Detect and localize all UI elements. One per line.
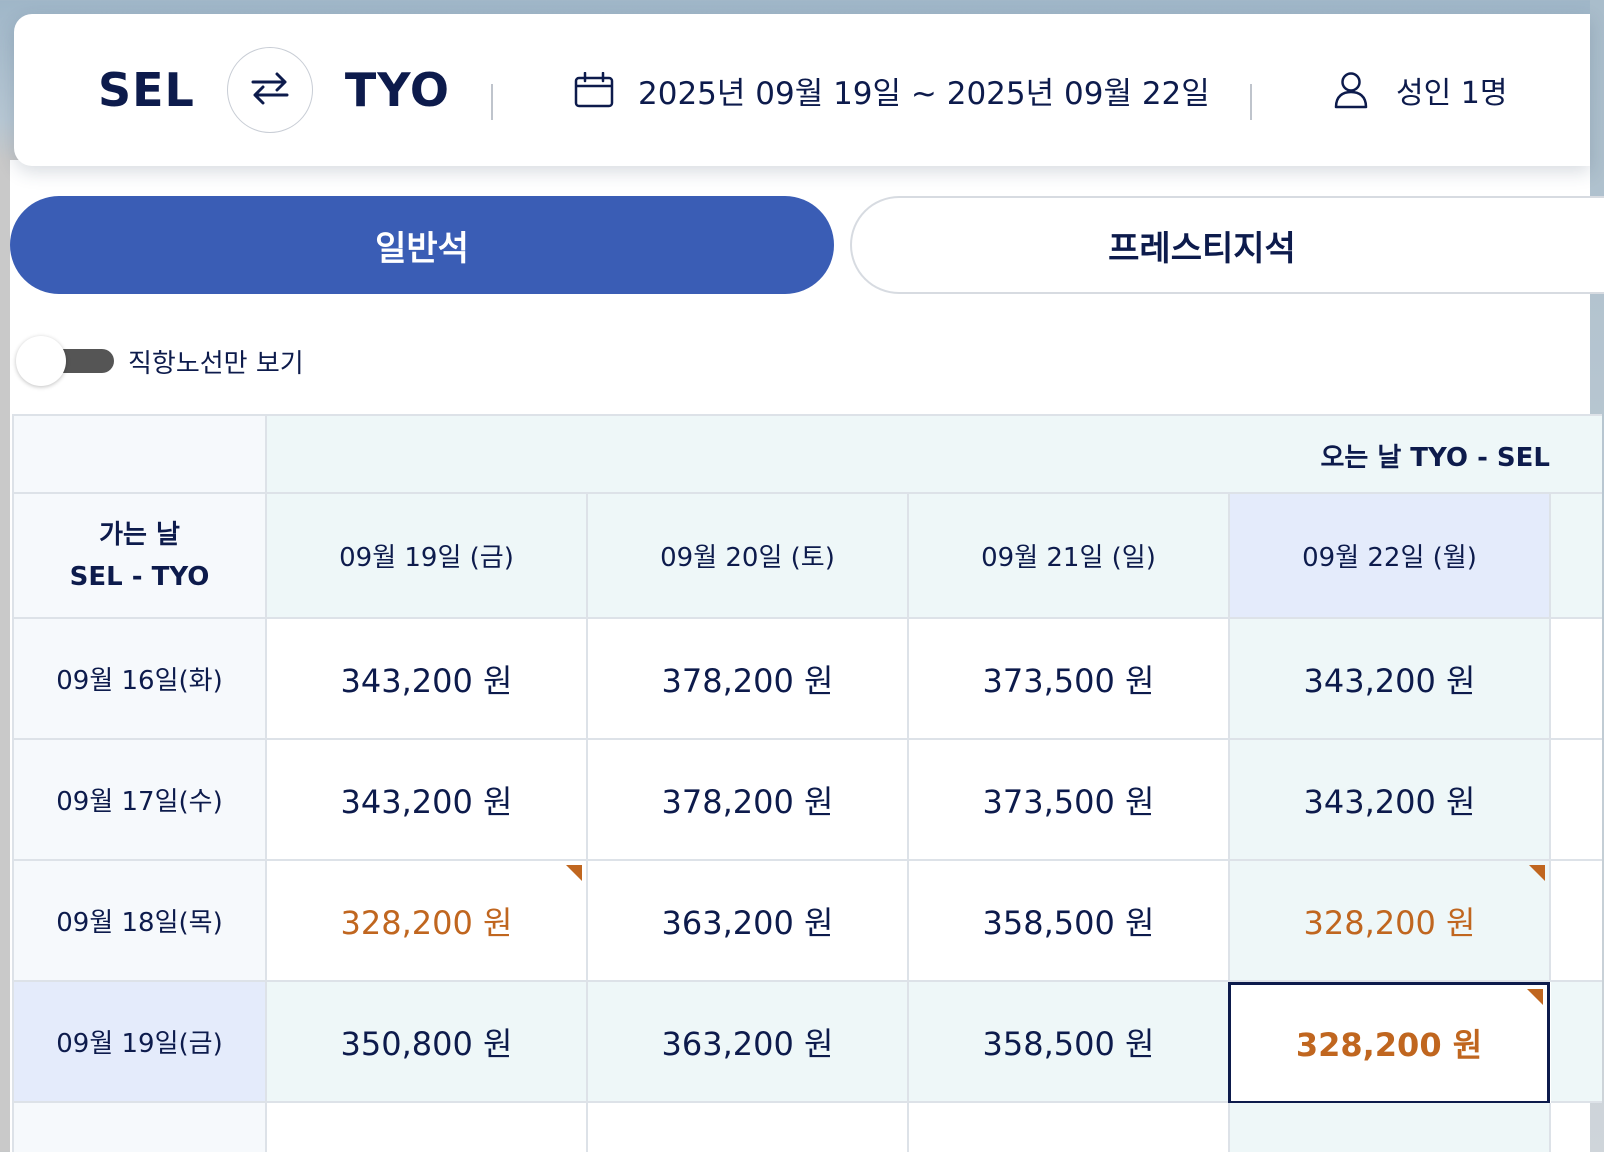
fare-price: 350,800 원 xyxy=(340,1024,513,1063)
fare-price: 378,200 원 xyxy=(661,661,834,700)
search-summary-bar[interactable]: SEL TYO 2025년 09월 19일 ~ 2025년 09월 22일 xyxy=(14,14,1590,166)
return-date-label: 09월 20일 (토) xyxy=(660,543,835,573)
fare-cell[interactable] xyxy=(909,1103,1230,1152)
fare-price: 343,200 원 xyxy=(340,782,513,821)
grid-edge xyxy=(1551,494,1602,619)
tab-economy[interactable]: 일반석 xyxy=(10,196,834,294)
grid-edge xyxy=(1551,619,1602,740)
fare-cell[interactable]: 363,200 원 xyxy=(588,861,909,982)
grid-edge xyxy=(1551,982,1602,1103)
fare-price: 358,500 원 xyxy=(982,903,1155,942)
depart-date-label: 09월 19일(금) xyxy=(56,1029,223,1059)
swap-arrows-icon xyxy=(249,71,291,109)
tab-prestige-label: 프레스티지석 xyxy=(1108,228,1296,269)
grid-corner xyxy=(12,414,267,494)
fare-price: 363,200 원 xyxy=(661,903,834,942)
fare-cell-lowest[interactable]: 328,200 원 xyxy=(267,861,588,982)
depart-title: 가는 날 xyxy=(99,519,180,550)
fare-price: 343,200 원 xyxy=(1303,661,1476,700)
fare-cell[interactable]: 378,200 원 xyxy=(588,740,909,861)
fare-price: 373,500 원 xyxy=(982,782,1155,821)
date-selector[interactable]: 2025년 09월 19일 ~ 2025년 09월 22일 xyxy=(574,14,1210,166)
depart-route: SEL - TYO xyxy=(69,561,210,592)
depart-date-header xyxy=(12,1103,267,1152)
return-date-label: 09월 19일 (금) xyxy=(339,543,514,573)
fare-cell[interactable]: 358,500 원 xyxy=(909,861,1230,982)
divider xyxy=(1250,84,1252,120)
fare-price: 363,200 원 xyxy=(661,1024,834,1063)
fare-cell[interactable]: 373,500 원 xyxy=(909,740,1230,861)
fare-cell[interactable]: 363,200 원 xyxy=(588,982,909,1103)
passenger-selector[interactable]: 성인 1명 xyxy=(1334,14,1507,166)
swap-button[interactable] xyxy=(226,47,313,133)
calendar-icon xyxy=(574,72,614,108)
fare-cell[interactable]: 343,200 원 xyxy=(1230,619,1551,740)
person-icon xyxy=(1334,71,1368,109)
tab-prestige[interactable]: 프레스티지석 xyxy=(850,196,1604,294)
return-date-header: 09월 19일 (금) xyxy=(267,494,588,619)
fare-cell[interactable]: 343,200 원 xyxy=(267,740,588,861)
return-title: 오는 날 TYO - SEL xyxy=(1320,442,1550,473)
corner-flag-icon xyxy=(1529,865,1545,881)
fare-price: 328,200 원 xyxy=(1303,903,1476,942)
direct-only-label: 직항노선만 보기 xyxy=(128,348,304,379)
return-date-header: 09월 20일 (토) xyxy=(588,494,909,619)
grid-edge xyxy=(1551,861,1602,982)
return-date-label: 09월 21일 (일) xyxy=(981,543,1156,573)
depart-date-header-selected: 09월 19일(금) xyxy=(12,982,267,1103)
divider xyxy=(491,84,493,120)
grid-edge xyxy=(1551,740,1602,861)
fare-calendar-grid: 오는 날 TYO - SEL 가는 날 SEL - TYO 09월 19일 (금… xyxy=(12,414,1602,1152)
fare-cell[interactable]: 343,200 원 xyxy=(1230,740,1551,861)
depart-date-label: 09월 18일(목) xyxy=(56,908,223,938)
fare-cell[interactable]: 350,800 원 xyxy=(267,982,588,1103)
depart-date-label: 09월 17일(수) xyxy=(56,787,223,817)
return-date-header: 09월 21일 (일) xyxy=(909,494,1230,619)
fare-cell[interactable] xyxy=(267,1103,588,1152)
return-date-label: 09월 22일 (월) xyxy=(1302,543,1477,573)
tab-economy-label: 일반석 xyxy=(375,228,469,269)
direct-only-filter[interactable]: 직항노선만 보기 xyxy=(16,336,304,386)
return-header: 오는 날 TYO - SEL xyxy=(267,414,1602,494)
fare-price: 343,200 원 xyxy=(1303,782,1476,821)
corner-flag-icon xyxy=(566,865,582,881)
travel-dates: 2025년 09월 19일 ~ 2025년 09월 22일 xyxy=(638,75,1210,112)
fare-cell[interactable]: 378,200 원 xyxy=(588,619,909,740)
direct-only-toggle[interactable] xyxy=(16,336,114,386)
fare-cell[interactable]: 358,500 원 xyxy=(909,982,1230,1103)
depart-header: 가는 날 SEL - TYO xyxy=(12,494,267,619)
fare-cell[interactable] xyxy=(588,1103,909,1152)
fare-cell[interactable]: 343,200 원 xyxy=(267,619,588,740)
fare-cell-selected[interactable]: 328,200 원 xyxy=(1228,982,1550,1104)
fare-cell[interactable]: 373,500 원 xyxy=(909,619,1230,740)
depart-date-header: 09월 16일(화) xyxy=(12,619,267,740)
fare-price: 328,200 원 xyxy=(1295,1026,1483,1064)
origin-city[interactable]: SEL xyxy=(98,63,195,117)
fare-price: 358,500 원 xyxy=(982,1024,1155,1063)
fare-price: 373,500 원 xyxy=(982,661,1155,700)
return-date-header-selected: 09월 22일 (월) xyxy=(1230,494,1551,619)
fare-price: 343,200 원 xyxy=(340,661,513,700)
passenger-count: 성인 1명 xyxy=(1396,76,1508,111)
destination-city[interactable]: TYO xyxy=(344,63,451,117)
fare-cell-lowest[interactable]: 328,200 원 xyxy=(1230,861,1551,982)
depart-date-label: 09월 16일(화) xyxy=(56,666,223,696)
corner-flag-icon xyxy=(1527,989,1543,1005)
fare-price: 328,200 원 xyxy=(340,903,513,942)
fare-price: 378,200 원 xyxy=(661,782,834,821)
depart-date-header: 09월 18일(목) xyxy=(12,861,267,982)
toggle-knob xyxy=(16,336,66,386)
route-selector[interactable]: SEL TYO xyxy=(98,14,450,166)
depart-date-header: 09월 17일(수) xyxy=(12,740,267,861)
fare-cell[interactable] xyxy=(1230,1103,1551,1152)
